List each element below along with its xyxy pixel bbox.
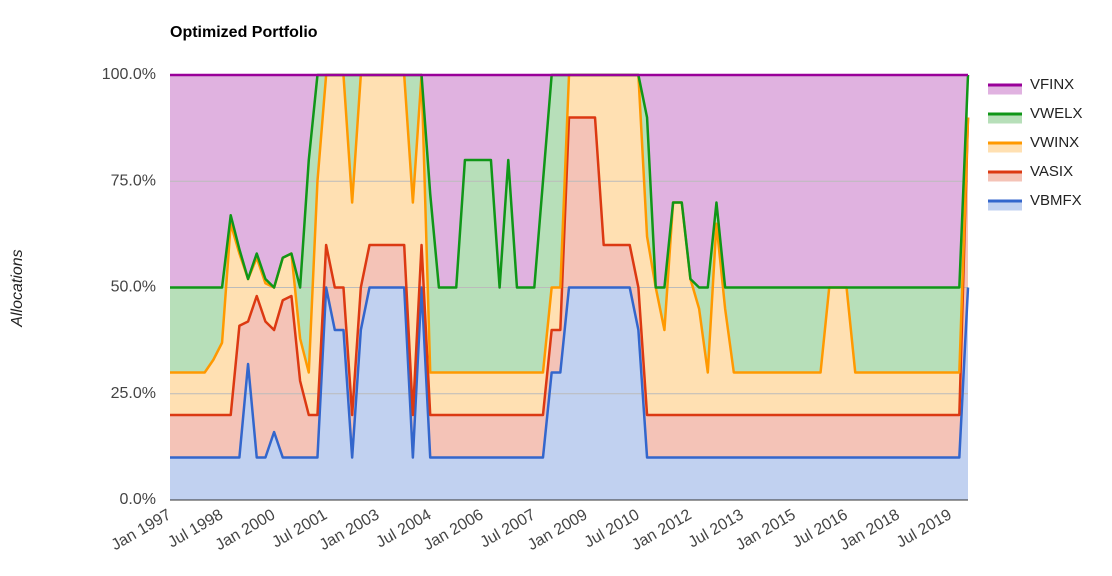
area [170,75,968,415]
area [170,75,968,373]
y-tick-label: 50.0% [111,279,156,296]
series-line [170,116,970,417]
x-tick-label: Jan 1997 [109,506,175,554]
legend-label: VBMFX [1030,192,1082,209]
lines [170,73,970,459]
y-tick-label: 75.0% [111,172,156,189]
legend-label: VASIX [1030,163,1073,180]
x-tick-label: Jan 2015 [733,506,799,554]
y-tick-label: 25.0% [111,385,156,402]
legend-swatch-fill [988,86,1022,95]
x-tick-label: Jan 2012 [629,506,695,554]
x-tick-label: Jan 2006 [421,506,487,554]
chart-title: Optimized Portfolio [170,24,318,41]
y-tick-label: 100.0% [102,66,156,83]
legend-label: VFINX [1030,76,1074,93]
y-tick-label: 0.0% [120,491,156,508]
series-line [170,286,970,459]
legend-swatch-fill [988,115,1022,124]
legend-swatch-fill [988,173,1022,182]
x-tick-label: Jan 2018 [837,506,903,554]
x-tick-label: Jan 2009 [525,506,591,554]
y-axis-label: Allocations [9,249,26,327]
legend-swatch-fill [988,202,1022,211]
legend-swatch-fill [988,144,1022,153]
area [170,75,968,288]
x-tick-label: Jan 2003 [317,506,383,554]
x-tick-label: Jan 2000 [213,506,279,554]
x-tick-label: Jul 2019 [894,506,955,551]
legend-label: VWINX [1030,134,1079,151]
legend-label: VWELX [1030,105,1083,122]
